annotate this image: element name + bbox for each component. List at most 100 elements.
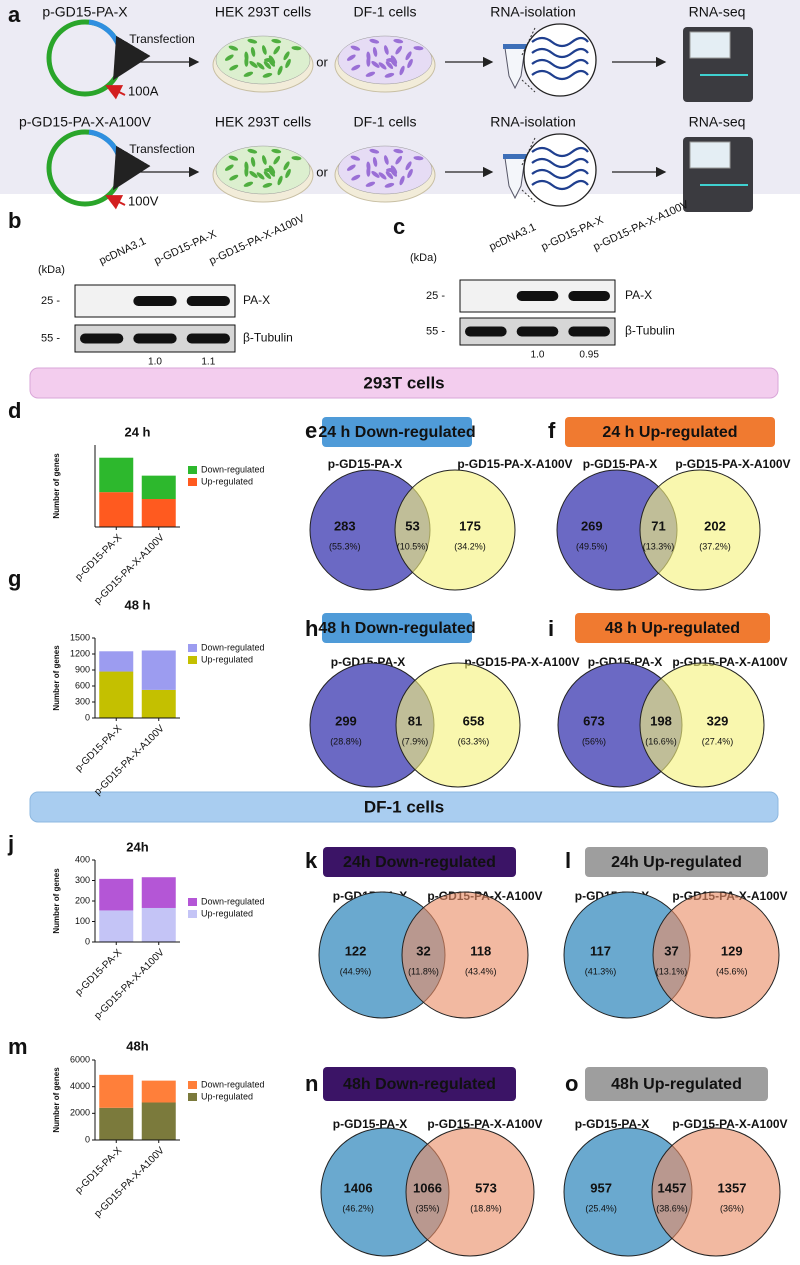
y-tick-label: 300 <box>75 875 90 885</box>
venn-count: 573 <box>475 1180 497 1195</box>
band-ratio: 1.1 <box>201 357 215 368</box>
panel-letter: i <box>548 616 554 641</box>
venn-percent: (56%) <box>582 736 606 746</box>
cell <box>390 165 398 174</box>
cell <box>262 72 273 78</box>
step-label: RNA-isolation <box>490 114 576 130</box>
y-tick-label: 2000 <box>70 1108 90 1118</box>
y-tick-label: 1500 <box>70 632 90 642</box>
marker-label: 25 - <box>41 295 60 307</box>
cell <box>383 155 389 165</box>
venn-count: 329 <box>707 713 729 728</box>
chart-title: 48 h <box>124 597 150 612</box>
venn-percent: (35%) <box>415 1203 439 1213</box>
legend-swatch <box>188 1081 197 1089</box>
cell <box>405 161 412 171</box>
cell <box>365 71 376 77</box>
plasmid-name: p-GD15-PA-X <box>42 4 128 20</box>
bar-segment <box>141 877 176 908</box>
bar-segment <box>99 492 134 527</box>
venn-count: 118 <box>470 943 491 958</box>
cell <box>366 56 371 67</box>
venn-count: 957 <box>590 1180 612 1195</box>
band-label: β-Tubulin <box>625 324 675 338</box>
cell <box>395 45 403 55</box>
section-banner <box>29 791 779 823</box>
venn-percent: (11.8%) <box>408 966 439 976</box>
cell <box>407 168 413 179</box>
panel-letter: f <box>548 418 556 443</box>
venn-count: 658 <box>463 713 485 728</box>
panel-letter: e <box>305 418 317 443</box>
y-tick-label: 600 <box>75 680 90 690</box>
cell <box>346 164 356 171</box>
venn-percent: (7.9%) <box>402 736 429 746</box>
venn-count: 129 <box>721 943 743 958</box>
cell <box>405 51 412 61</box>
chart-title: 24h <box>126 839 148 854</box>
panel-letter: k <box>305 848 318 873</box>
cell <box>249 171 258 178</box>
venn-title-box <box>323 847 516 877</box>
venn-count: 122 <box>345 943 367 958</box>
band-ratio: 1.0 <box>531 350 545 361</box>
venn-count: 117 <box>590 943 611 958</box>
cell-line: DF-1 cells <box>353 114 416 130</box>
panel-letter: l <box>565 848 571 873</box>
section-title: DF-1 cells <box>364 797 444 816</box>
legend-label: Down-regulated <box>201 1079 265 1089</box>
cell-line: HEK 293T cells <box>215 114 311 130</box>
rna-strand <box>531 179 589 191</box>
cell <box>224 54 234 61</box>
venn-percent: (16.6%) <box>645 736 677 746</box>
venn-title-box <box>323 1067 516 1101</box>
y-axis-label: Number of genes <box>52 453 61 519</box>
legend-label: Up-regulated <box>201 654 253 664</box>
cell <box>268 165 276 174</box>
cell <box>247 148 258 154</box>
lane-label: pcDNA3.1 <box>487 221 538 253</box>
venn-percent: (41.3%) <box>585 966 617 976</box>
venn-count: 37 <box>664 943 678 958</box>
legend-swatch <box>188 644 197 652</box>
panel-letter: n <box>305 1071 318 1096</box>
venn-title: 48 h Down-regulated <box>318 620 475 637</box>
cell <box>285 168 291 179</box>
y-tick-label: 0 <box>85 936 90 946</box>
zoom-line <box>521 79 536 93</box>
bar-segment <box>99 671 134 718</box>
cell <box>263 61 272 69</box>
x-tick-label: p-GD15-PA-X-A100V <box>92 723 167 798</box>
cell <box>256 172 265 180</box>
zoom-circle <box>523 133 597 207</box>
cell <box>244 166 249 177</box>
cell <box>291 156 302 161</box>
marker-label: 55 - <box>41 332 60 344</box>
blot-band <box>516 291 559 301</box>
cell <box>243 181 254 187</box>
set-label: p-GD15-PA-X <box>583 457 657 471</box>
rna-strand <box>531 47 589 59</box>
legend-label: Up-regulated <box>201 476 253 486</box>
venn-title-box <box>585 1067 768 1101</box>
band-label: β-Tubulin <box>243 331 293 345</box>
panel-letter: d <box>8 398 21 423</box>
cell <box>277 175 283 186</box>
legend-swatch <box>188 898 197 906</box>
set-label: p-GD15-PA-X-A100V <box>675 457 790 471</box>
panel-letter: h <box>305 616 318 641</box>
cell <box>390 168 398 177</box>
cell <box>378 172 387 180</box>
lane-label: pcDNA3.1 <box>97 235 148 267</box>
venn-set <box>639 469 761 591</box>
legend-label: Up-regulated <box>201 1091 253 1101</box>
venn-percent: (63.3%) <box>458 736 490 746</box>
venn-title: 48 h Up-regulated <box>605 620 740 637</box>
venn-count: 1357 <box>718 1180 747 1195</box>
cell <box>383 45 389 55</box>
cell <box>229 64 239 71</box>
venn-percent: (38.6%) <box>656 1203 688 1213</box>
dish-medium <box>337 145 433 195</box>
cell <box>351 174 361 181</box>
step-label: RNA-seq <box>689 4 746 20</box>
